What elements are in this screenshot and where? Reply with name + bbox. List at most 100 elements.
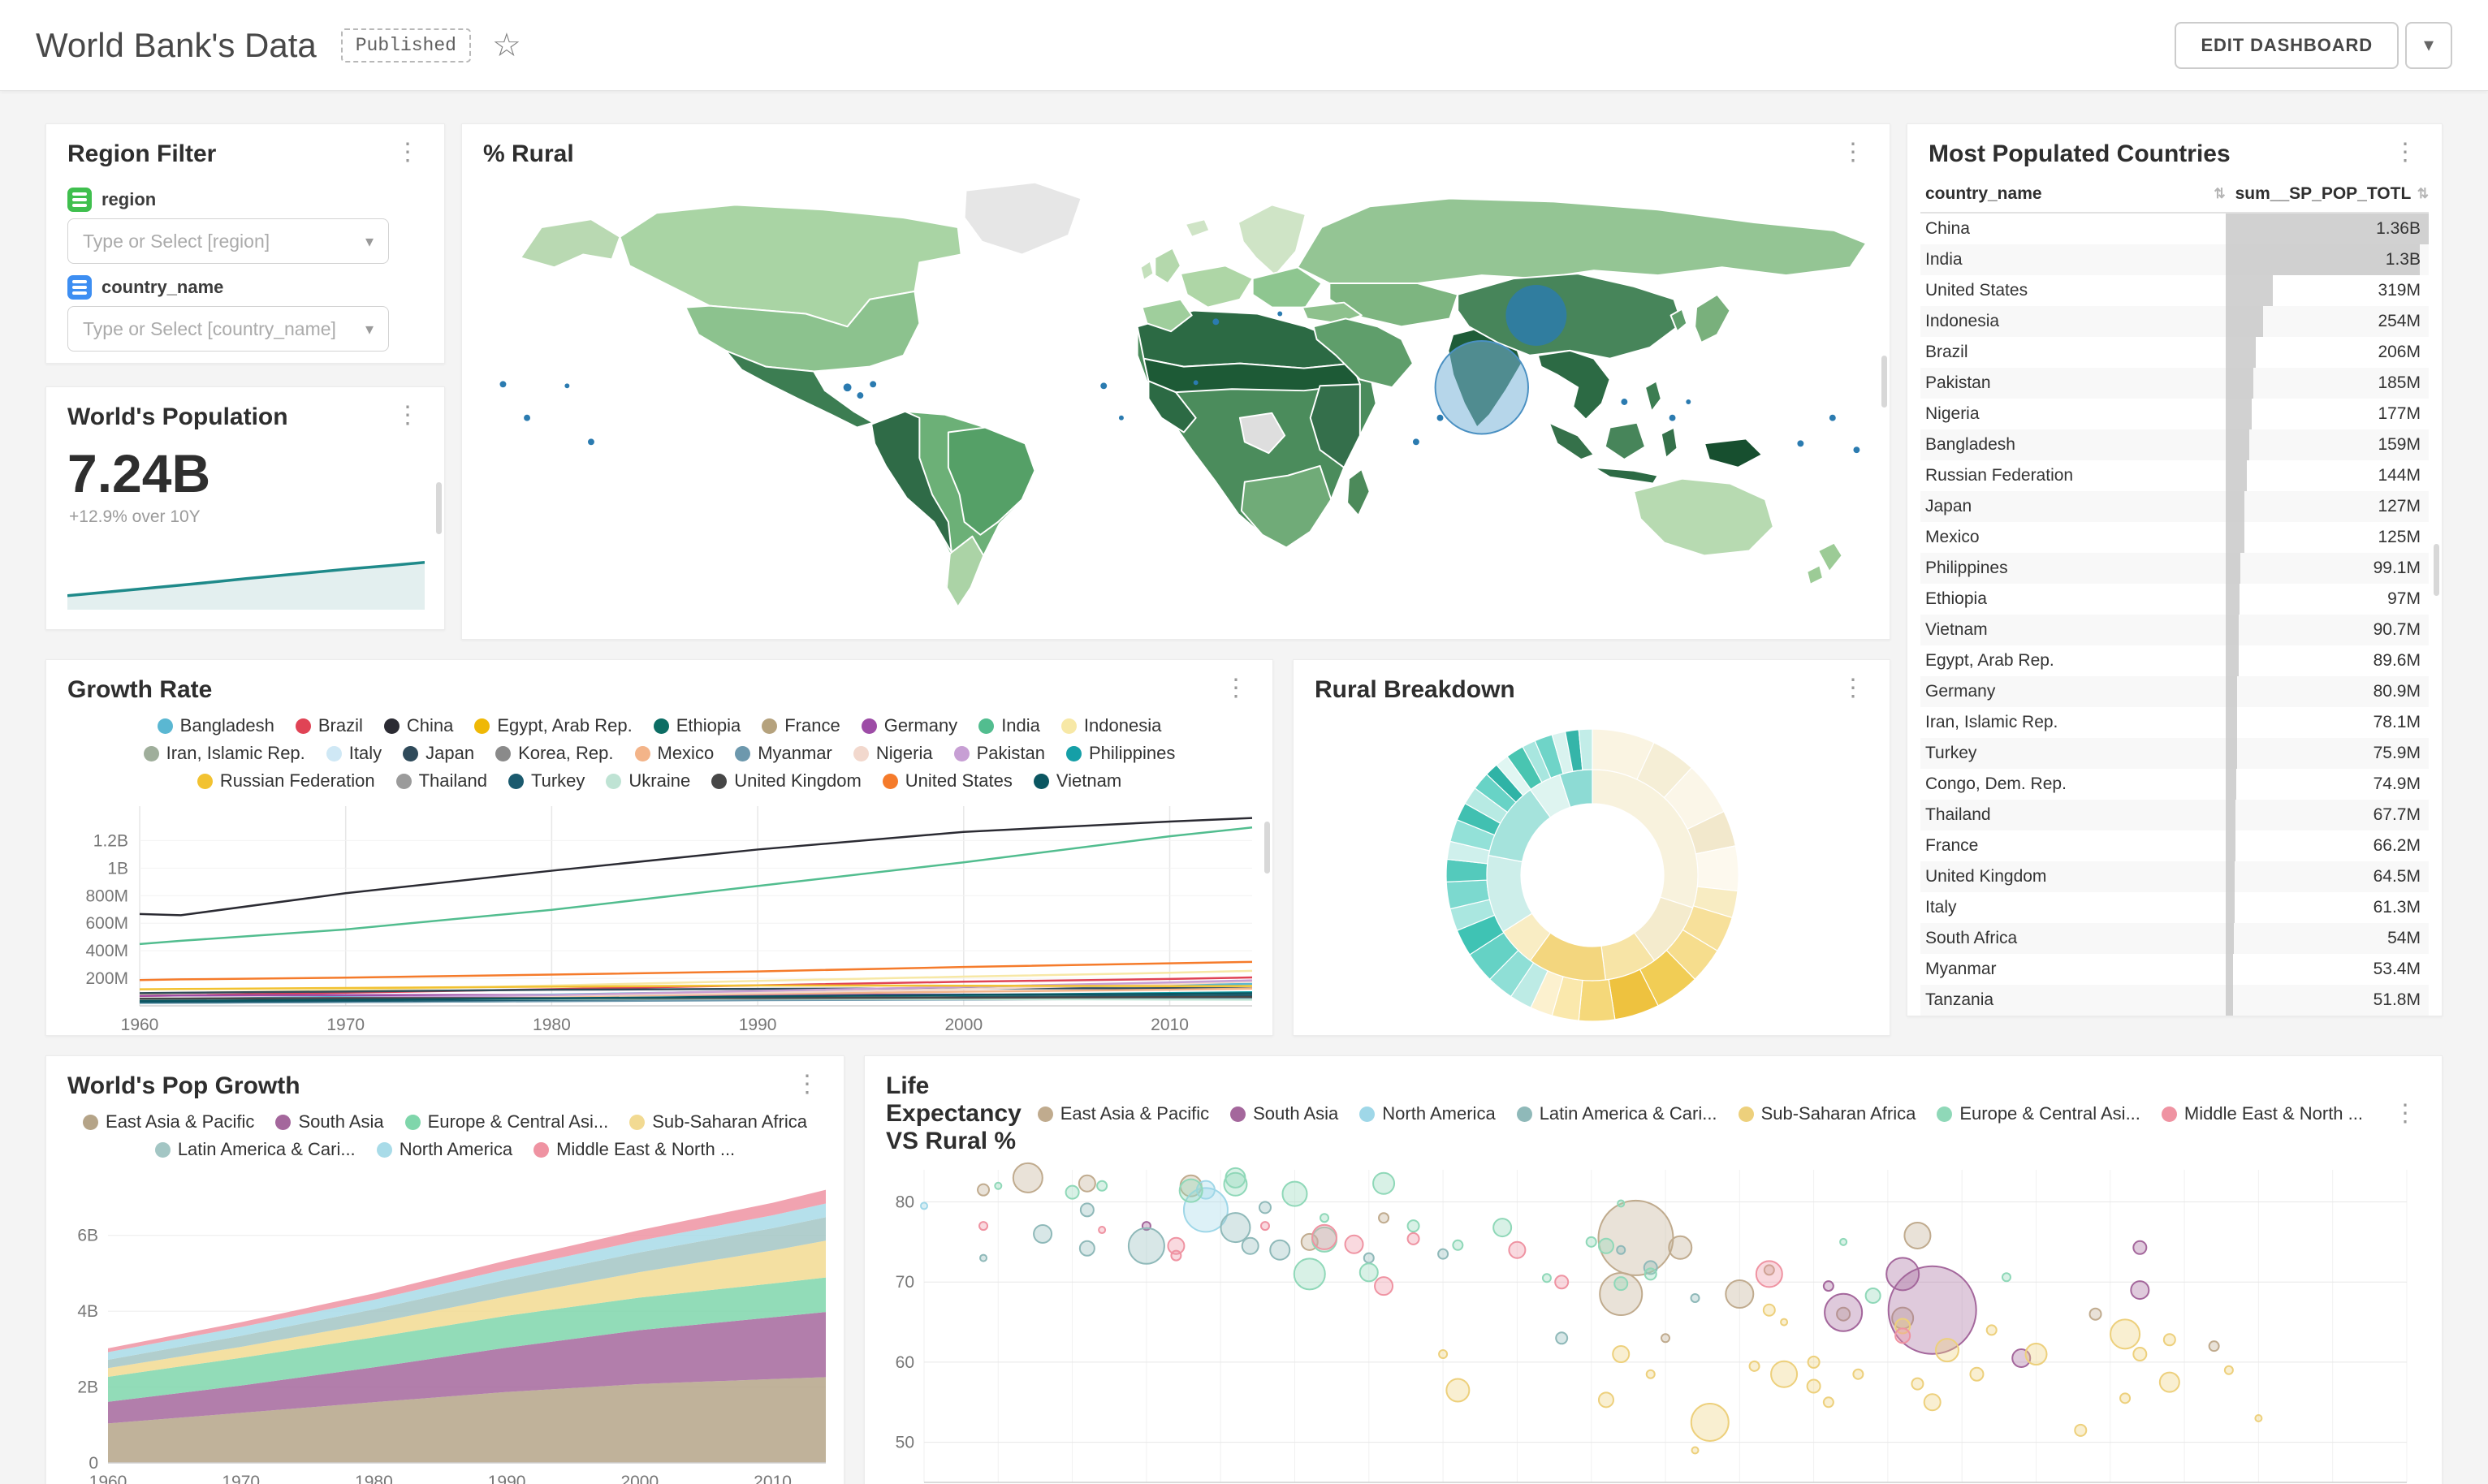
table-row[interactable]: Nigeria 177M <box>1920 399 2429 429</box>
kebab-menu-icon[interactable]: ⋮ <box>395 402 420 429</box>
table-row[interactable]: Pakistan 185M <box>1920 368 2429 399</box>
bubble[interactable] <box>1612 1345 1631 1364</box>
bubble[interactable] <box>1822 1280 1834 1292</box>
bubble[interactable] <box>2132 1347 2148 1362</box>
region-select[interactable]: Type or Select [region] ▾ <box>67 218 389 264</box>
map-region-asia[interactable] <box>1296 197 1868 485</box>
bubble[interactable] <box>2074 1423 2088 1437</box>
legend-item[interactable]: Ethiopia <box>653 715 741 736</box>
area-series[interactable] <box>108 1377 826 1463</box>
column-header-population[interactable]: sum__SP_POP_TOTL ⇅ <box>2235 184 2429 203</box>
bubble[interactable] <box>1645 1369 1656 1379</box>
bubble[interactable] <box>1597 1199 1674 1276</box>
table-row[interactable]: China 1.36B <box>1920 214 2429 244</box>
legend-item[interactable]: Ukraine <box>606 770 690 792</box>
bubble[interactable] <box>1725 1279 1755 1309</box>
map-region-north-america[interactable] <box>520 181 1082 429</box>
bubble[interactable] <box>1644 1267 1657 1281</box>
legend-item[interactable]: Nigeria <box>853 743 933 764</box>
table-row[interactable]: Brazil 206M <box>1920 337 2429 368</box>
rural-donut[interactable] <box>1294 710 1890 1035</box>
column-header-country[interactable]: country_name ⇅ <box>1925 184 2226 203</box>
bubble[interactable] <box>1363 1252 1375 1264</box>
area-series[interactable] <box>108 1312 826 1424</box>
area-series[interactable] <box>108 1277 826 1402</box>
kebab-menu-icon[interactable]: ⋮ <box>1224 675 1248 701</box>
table-row[interactable]: Italy 61.3M <box>1920 892 2429 923</box>
kebab-menu-icon[interactable]: ⋮ <box>2393 139 2417 166</box>
kebab-menu-icon[interactable]: ⋮ <box>795 1071 819 1098</box>
bubble[interactable] <box>2132 1240 2148 1255</box>
legend-item[interactable]: Middle East & North ... <box>2161 1103 2363 1124</box>
bubble[interactable] <box>1508 1240 1527 1259</box>
bubble[interactable] <box>1182 1187 1229 1233</box>
bubble[interactable] <box>1555 1331 1569 1345</box>
table-row[interactable]: Indonesia 254M <box>1920 306 2429 337</box>
legend-item[interactable]: United Kingdom <box>711 770 862 792</box>
bubble[interactable] <box>2158 1371 2180 1393</box>
bubble[interactable] <box>1078 1240 1095 1257</box>
bubble[interactable] <box>1223 1171 1248 1197</box>
edit-dashboard-button[interactable]: EDIT DASHBOARD <box>2175 21 2399 69</box>
bubble[interactable] <box>1554 1275 1570 1290</box>
bubble[interactable] <box>1258 1201 1272 1214</box>
bubble[interactable] <box>1241 1236 1259 1255</box>
bubble[interactable] <box>1406 1232 1420 1245</box>
line-series[interactable] <box>139 826 1253 946</box>
favorite-star-icon[interactable]: ☆ <box>491 27 521 63</box>
bubble[interactable] <box>1344 1234 1364 1254</box>
table-row[interactable]: Thailand 67.7M <box>1920 800 2429 830</box>
bubble[interactable] <box>1378 1212 1390 1224</box>
growth-chart[interactable]: 1960 1970 1980 1990 2000 2010 200M 400M 600M 800M… <box>50 796 1268 1036</box>
bubble[interactable] <box>1358 1262 1379 1283</box>
bubble[interactable] <box>1293 1258 1326 1291</box>
legend-item[interactable]: East Asia & Pacific <box>83 1111 254 1132</box>
bubble[interactable] <box>1806 1378 1821 1394</box>
legend-item[interactable]: Egypt, Arab Rep. <box>474 715 633 736</box>
edit-dashboard-menu-button[interactable]: ▾ <box>2405 21 2452 69</box>
resize-handle[interactable] <box>1881 356 1887 408</box>
legend-item[interactable]: Latin America & Cari... <box>1516 1103 1717 1124</box>
bubble[interactable] <box>1597 1237 1614 1254</box>
bubble[interactable] <box>2001 1272 2011 1283</box>
bubble[interactable] <box>1836 1306 1851 1322</box>
bubble[interactable] <box>1281 1180 1308 1207</box>
bubble[interactable] <box>2208 1340 2220 1352</box>
bubble[interactable] <box>1616 1245 1626 1255</box>
table-row[interactable]: Tanzania 51.8M <box>1920 985 2429 1016</box>
bubble[interactable] <box>1452 1239 1464 1251</box>
bubble[interactable] <box>1839 1237 1848 1246</box>
bubble[interactable] <box>1178 1178 1203 1203</box>
bubble[interactable] <box>2254 1414 2263 1423</box>
country-name-select[interactable]: Type or Select [country_name] ▾ <box>67 306 389 352</box>
kebab-menu-icon[interactable]: ⋮ <box>395 139 420 166</box>
legend-item[interactable]: France <box>762 715 840 736</box>
bubble[interactable] <box>1822 1396 1834 1409</box>
legend-item[interactable]: Mexico <box>634 743 714 764</box>
table-row[interactable]: Myanmar 53.4M <box>1920 954 2429 985</box>
legend-item[interactable]: Europe & Central Asi... <box>1937 1103 2140 1124</box>
bubble[interactable] <box>1807 1355 1821 1369</box>
legend-item[interactable]: Japan <box>403 743 474 764</box>
bubble[interactable] <box>2110 1318 2141 1350</box>
table-row[interactable]: Egypt, Arab Rep. 89.6M <box>1920 645 2429 676</box>
legend-item[interactable]: Bangladesh <box>157 715 274 736</box>
bubble[interactable] <box>1885 1257 1920 1292</box>
bubble[interactable] <box>1078 1174 1096 1193</box>
bubble[interactable] <box>1690 1402 1730 1442</box>
kebab-menu-icon[interactable]: ⋮ <box>1841 139 1865 166</box>
legend-item[interactable]: Germany <box>861 715 957 736</box>
bubble[interactable] <box>994 1181 1003 1190</box>
bubble[interactable] <box>1127 1227 1165 1265</box>
resize-handle[interactable] <box>2434 544 2439 596</box>
bubble[interactable] <box>1824 1292 1864 1332</box>
legend-item[interactable]: North America <box>376 1139 512 1160</box>
bubble[interactable] <box>1894 1327 1911 1344</box>
bubble[interactable] <box>1762 1303 1776 1317</box>
table-row[interactable]: India 1.3B <box>1920 244 2429 275</box>
bubble[interactable] <box>977 1183 991 1197</box>
life-chart[interactable]: 5060708005101520253035404550556065707580… <box>875 1162 2431 1484</box>
pop-chart[interactable]: 0 2B 4B 6B 1960 1970 1980 1990 2000 2010 <box>51 1165 839 1484</box>
bubble[interactable] <box>1763 1264 1775 1276</box>
bubble[interactable] <box>1259 1221 1270 1232</box>
